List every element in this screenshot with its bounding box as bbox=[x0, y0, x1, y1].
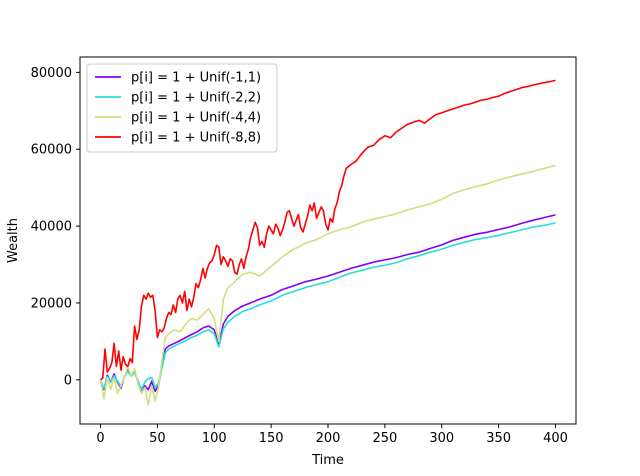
series-line-2 bbox=[99, 222, 556, 391]
y-tick-label: 80000 bbox=[31, 66, 72, 81]
y-axis-ticks: 0 20000 40000 60000 80000 bbox=[31, 66, 80, 388]
legend-entry-3: p[i] = 1 + Unif(-4,4) bbox=[131, 111, 261, 126]
series-line-4 bbox=[99, 79, 556, 381]
y-axis-label: Wealth bbox=[6, 218, 21, 263]
legend: p[i] = 1 + Unif(-1,1) p[i] = 1 + Unif(-2,… bbox=[86, 63, 278, 153]
x-tick-label: 250 bbox=[372, 431, 397, 446]
legend-box bbox=[86, 63, 278, 153]
series-line-1 bbox=[99, 214, 556, 393]
y-tick-label: 60000 bbox=[31, 143, 72, 158]
y-tick-label: 0 bbox=[64, 373, 72, 388]
series-layer bbox=[99, 79, 556, 406]
legend-entry-2: p[i] = 1 + Unif(-2,2) bbox=[131, 91, 261, 106]
y-tick-label: 40000 bbox=[31, 220, 72, 235]
x-tick-label: 350 bbox=[486, 431, 511, 446]
y-tick-label: 20000 bbox=[31, 296, 72, 311]
legend-entry-1: p[i] = 1 + Unif(-1,1) bbox=[131, 71, 261, 86]
series-line-3 bbox=[99, 164, 556, 406]
legend-entry-4: p[i] = 1 + Unif(-8,8) bbox=[131, 131, 261, 146]
x-tick-label: 400 bbox=[543, 431, 568, 446]
x-tick-label: 200 bbox=[316, 431, 341, 446]
x-tick-label: 300 bbox=[429, 431, 454, 446]
x-axis-ticks: 0 50 100 150 200 250 300 350 400 bbox=[96, 424, 568, 446]
x-tick-label: 150 bbox=[259, 431, 284, 446]
x-tick-label: 0 bbox=[96, 431, 104, 446]
x-tick-label: 100 bbox=[202, 431, 227, 446]
x-tick-label: 50 bbox=[149, 431, 166, 446]
x-axis-label: Time bbox=[311, 453, 344, 468]
